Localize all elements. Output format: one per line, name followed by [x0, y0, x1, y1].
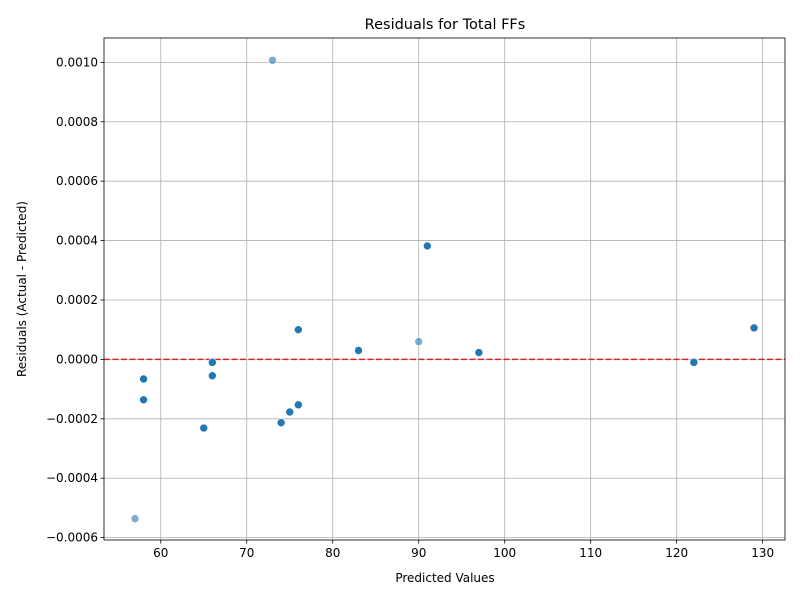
x-tick-label: 70	[239, 546, 254, 560]
y-tick-label: 0.0006	[56, 174, 98, 188]
x-tick-label: 110	[579, 546, 602, 560]
y-tick-label: 0.0008	[56, 115, 98, 129]
x-tick-label: 130	[751, 546, 774, 560]
data-point	[294, 400, 303, 410]
data-point	[208, 371, 217, 381]
grid	[104, 38, 785, 540]
y-tick-label: 0.0010	[56, 55, 98, 69]
data-point	[414, 337, 424, 346]
data-point	[268, 55, 277, 65]
y-tick-label: −0.0006	[46, 531, 98, 545]
x-tick-label: 120	[665, 546, 688, 560]
y-tick-label: −0.0004	[46, 471, 98, 485]
data-point	[285, 407, 295, 417]
data-point	[474, 348, 484, 357]
x-tick-label: 60	[153, 546, 168, 560]
chart-title: Residuals for Total FFs	[365, 17, 526, 33]
data-point	[139, 395, 148, 405]
data-points	[130, 55, 759, 523]
plot-frame	[103, 37, 786, 541]
y-tick-label: −0.0002	[46, 412, 98, 426]
y-tick-label: 0.0000	[56, 352, 98, 366]
x-axis-ticks: 60 70 80 90 100 110 120 130	[153, 540, 774, 560]
y-tick-label: 0.0002	[56, 293, 98, 307]
data-point	[139, 374, 148, 384]
x-tick-label: 100	[493, 546, 516, 560]
data-point	[423, 241, 432, 251]
data-point	[749, 323, 759, 333]
y-axis-label: Residuals (Actual - Predicted)	[15, 201, 29, 377]
data-point	[294, 325, 303, 334]
data-point	[689, 358, 699, 367]
y-axis-ticks: −0.0006 −0.0004 −0.0002 0.0000 0.0002 0.0004 0…	[46, 55, 104, 545]
data-point	[276, 418, 286, 427]
data-point	[208, 358, 217, 367]
x-tick-label: 80	[325, 546, 340, 560]
data-point	[130, 514, 140, 523]
data-point	[199, 423, 209, 433]
y-tick-label: 0.0004	[56, 234, 98, 248]
x-tick-label: 90	[411, 546, 426, 560]
data-point	[354, 346, 363, 355]
x-axis-label: Predicted Values	[395, 571, 494, 585]
